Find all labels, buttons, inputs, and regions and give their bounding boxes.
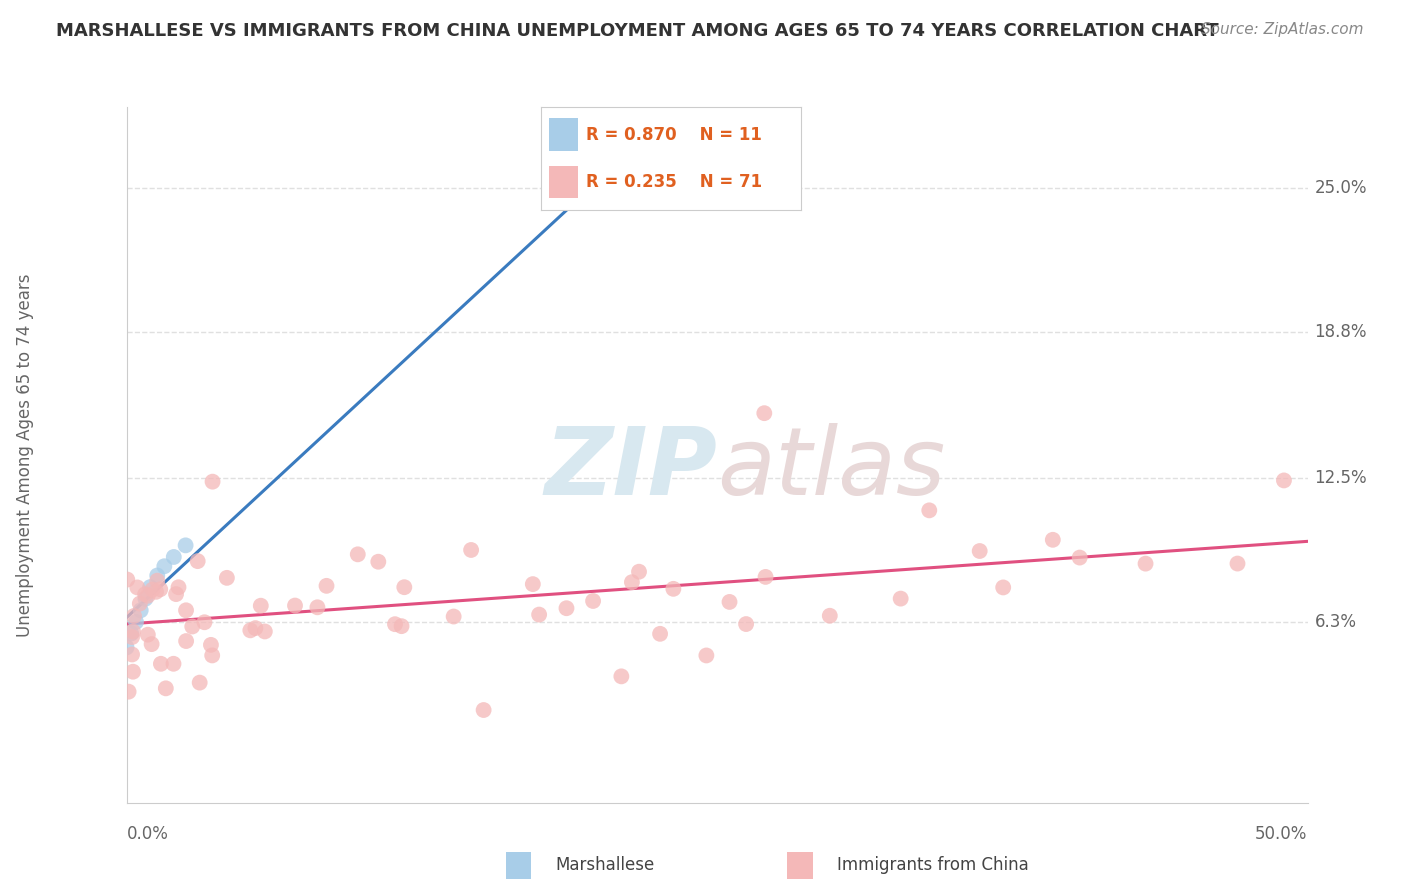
- Point: [627, 565, 650, 579]
- Point: [890, 591, 912, 606]
- Text: R = 0.870    N = 11: R = 0.870 N = 11: [585, 126, 762, 144]
- Point: [128, 597, 150, 611]
- Point: [187, 554, 209, 568]
- Point: [818, 608, 841, 623]
- Text: Unemployment Among Ages 65 to 74 years: Unemployment Among Ages 65 to 74 years: [17, 273, 34, 637]
- Point: [200, 638, 222, 652]
- Point: [391, 619, 413, 633]
- Point: [165, 587, 187, 601]
- Text: atlas: atlas: [717, 424, 945, 515]
- Point: [141, 582, 163, 597]
- Point: [167, 580, 190, 594]
- Point: [1226, 557, 1249, 571]
- Point: [754, 570, 776, 584]
- Text: 50.0%: 50.0%: [1256, 825, 1308, 843]
- Point: [245, 621, 267, 635]
- Point: [555, 601, 578, 615]
- Point: [134, 591, 156, 606]
- Point: [735, 617, 758, 632]
- Point: [620, 575, 643, 590]
- Text: ZIP: ZIP: [544, 423, 717, 515]
- Point: [146, 574, 169, 588]
- Text: Marshallese: Marshallese: [555, 856, 655, 874]
- Point: [146, 568, 169, 582]
- Point: [284, 599, 307, 613]
- Text: R = 0.235    N = 71: R = 0.235 N = 71: [585, 173, 762, 191]
- Point: [384, 617, 406, 632]
- Point: [174, 603, 197, 617]
- Point: [522, 577, 544, 591]
- Point: [188, 675, 211, 690]
- Point: [193, 615, 215, 630]
- Point: [969, 544, 991, 558]
- Point: [121, 648, 143, 662]
- Point: [443, 609, 465, 624]
- Point: [527, 607, 550, 622]
- Point: [163, 549, 186, 564]
- Point: [136, 628, 159, 642]
- Point: [120, 626, 142, 640]
- Text: 18.8%: 18.8%: [1315, 323, 1367, 341]
- Point: [346, 547, 368, 561]
- Point: [145, 584, 167, 599]
- Point: [249, 599, 271, 613]
- Point: [117, 573, 139, 587]
- Point: [149, 657, 172, 671]
- Point: [460, 543, 482, 558]
- Point: [718, 595, 741, 609]
- Point: [153, 559, 176, 574]
- Point: [155, 681, 177, 696]
- Point: [253, 624, 276, 639]
- Point: [918, 503, 941, 517]
- Text: MARSHALLESE VS IMMIGRANTS FROM CHINA UNEMPLOYMENT AMONG AGES 65 TO 74 YEARS CORR: MARSHALLESE VS IMMIGRANTS FROM CHINA UNE…: [56, 22, 1219, 40]
- Text: 6.3%: 6.3%: [1315, 613, 1357, 631]
- Text: 0.0%: 0.0%: [127, 825, 169, 843]
- Point: [993, 581, 1015, 595]
- Point: [1135, 557, 1157, 571]
- Point: [648, 627, 671, 641]
- Point: [394, 580, 416, 594]
- Point: [115, 640, 138, 655]
- Point: [315, 579, 337, 593]
- Point: [754, 406, 776, 420]
- Point: [472, 703, 495, 717]
- Text: 12.5%: 12.5%: [1315, 469, 1367, 487]
- Point: [122, 624, 145, 639]
- Text: Source: ZipAtlas.com: Source: ZipAtlas.com: [1201, 22, 1364, 37]
- Point: [695, 648, 717, 663]
- Point: [122, 665, 145, 679]
- Bar: [550, 166, 578, 198]
- Point: [149, 582, 172, 597]
- Point: [174, 634, 197, 648]
- Point: [201, 475, 224, 489]
- Point: [1042, 533, 1064, 547]
- Bar: [550, 119, 578, 151]
- Point: [181, 619, 204, 633]
- Point: [117, 684, 139, 698]
- Point: [662, 582, 685, 596]
- Point: [307, 600, 329, 615]
- Point: [610, 669, 633, 683]
- Point: [162, 657, 184, 671]
- Point: [367, 555, 389, 569]
- Point: [174, 538, 197, 552]
- Point: [239, 624, 262, 638]
- Point: [127, 581, 149, 595]
- Point: [582, 594, 605, 608]
- Point: [121, 630, 143, 644]
- Point: [215, 571, 238, 585]
- Point: [141, 637, 163, 651]
- Point: [139, 580, 162, 594]
- Text: Immigrants from China: Immigrants from China: [837, 856, 1028, 874]
- Text: 25.0%: 25.0%: [1315, 179, 1367, 197]
- Point: [129, 603, 152, 617]
- Point: [1272, 474, 1295, 488]
- Point: [636, 135, 658, 149]
- Point: [125, 615, 148, 629]
- Point: [122, 608, 145, 623]
- Point: [136, 589, 159, 603]
- Point: [1069, 550, 1091, 565]
- Point: [134, 587, 156, 601]
- Point: [201, 648, 224, 663]
